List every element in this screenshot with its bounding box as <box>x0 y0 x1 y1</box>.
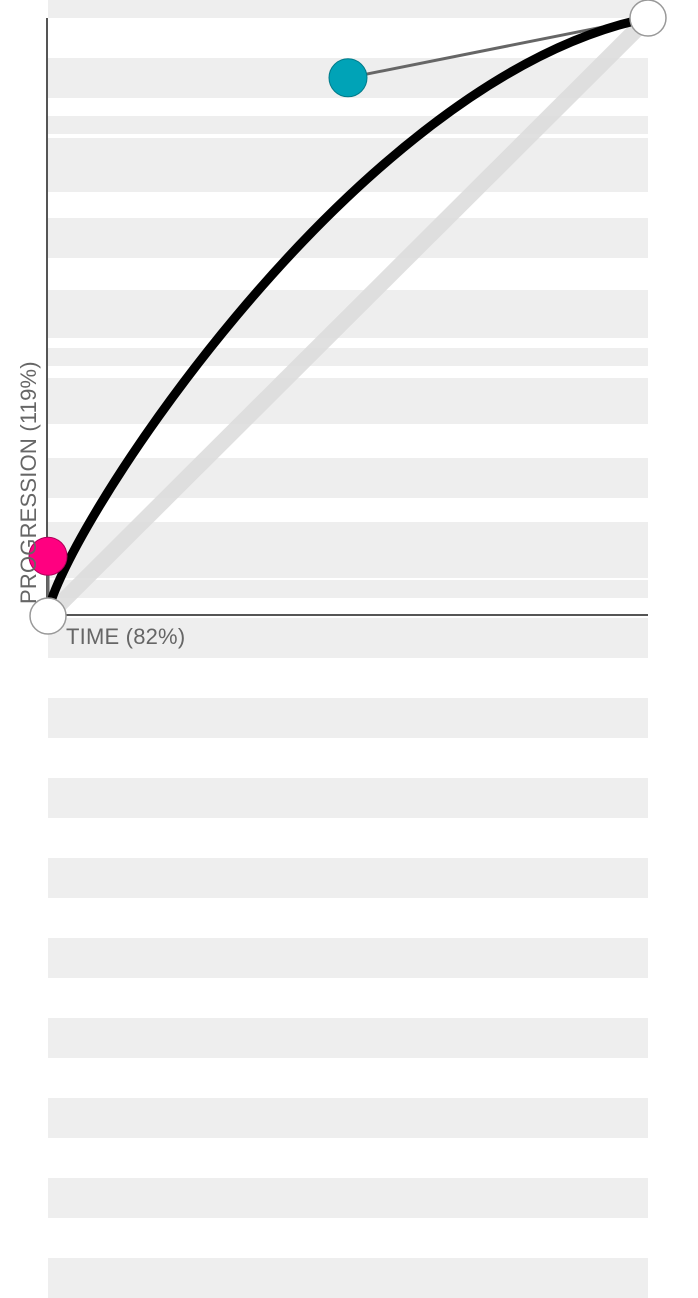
start-point-handle[interactable] <box>29 597 67 635</box>
graph-stripe <box>48 138 648 178</box>
graph-stripe <box>48 1098 648 1138</box>
graph-stripe <box>48 698 648 738</box>
graph-stripe <box>48 378 648 418</box>
control-point-1-handle[interactable] <box>28 536 68 576</box>
graph-stripe <box>48 778 648 818</box>
x-axis <box>46 614 648 616</box>
graph-stripe <box>48 1258 648 1298</box>
control-point-2-handle[interactable] <box>328 58 368 98</box>
graph-stripe <box>48 618 648 658</box>
graph-stripe <box>48 1178 648 1218</box>
graph-stripe <box>48 858 648 898</box>
graph-stripe <box>48 458 648 498</box>
graph-stripe <box>48 938 648 978</box>
end-point-handle[interactable] <box>629 0 667 37</box>
linear-reference-line <box>40 10 656 624</box>
bezier-curve <box>43 13 653 621</box>
curve-canvas <box>28 0 667 635</box>
curve-editor: TIME (82%) PROGRESSION (119%) <box>16 0 667 1298</box>
y-axis <box>46 18 48 616</box>
graph-stripe <box>48 218 648 258</box>
graph-stripe <box>48 0 648 18</box>
graph-stripe <box>48 538 648 578</box>
progression-axis-label: PROGRESSION (119%) <box>16 361 41 604</box>
time-axis-label: TIME (82%) <box>66 624 186 649</box>
graph-stripe <box>48 1018 648 1058</box>
